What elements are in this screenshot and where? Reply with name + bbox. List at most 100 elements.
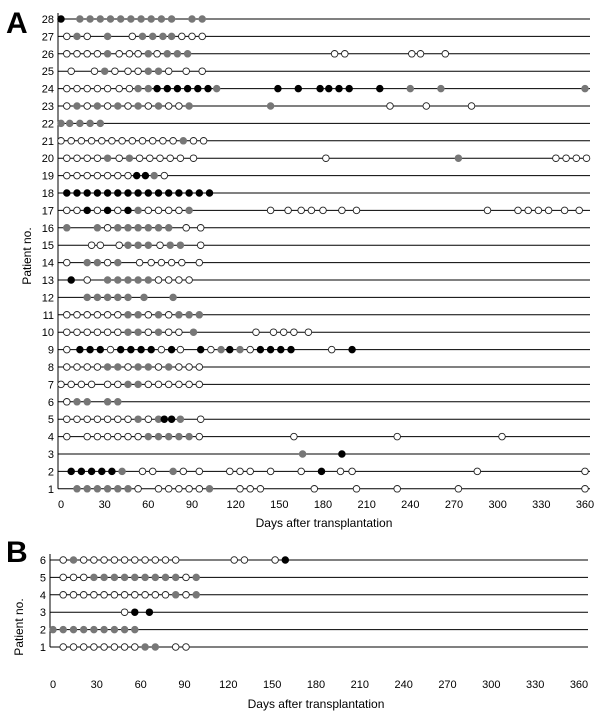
sample-point-black — [163, 84, 172, 93]
sample-point-open — [195, 485, 204, 493]
x-tick-label: 30 — [91, 679, 103, 691]
patient-row: 19 — [42, 171, 590, 183]
sample-point-gray — [114, 398, 122, 406]
sample-point-gray — [124, 311, 132, 319]
sample-point-open — [134, 485, 142, 493]
sample-point-black — [175, 189, 183, 197]
sample-point-open — [266, 206, 275, 215]
sample-point-black — [338, 450, 346, 458]
sample-point-gray — [103, 485, 112, 493]
sample-point-black — [134, 189, 142, 197]
sample-point-open — [59, 573, 67, 582]
sample-point-gray — [169, 467, 177, 476]
sample-point-open — [256, 485, 265, 493]
sample-point-gray — [124, 241, 132, 249]
sample-point-open — [103, 258, 112, 267]
sample-point-open — [90, 556, 98, 564]
patient-label: 5 — [40, 572, 46, 584]
sample-point-open — [307, 206, 316, 215]
sample-point-open — [120, 608, 129, 616]
sample-point-open — [154, 363, 163, 371]
sample-point-open — [189, 137, 198, 145]
sample-point-black — [348, 345, 356, 354]
sample-point-open — [115, 50, 123, 58]
sample-point-gray — [134, 380, 142, 389]
panel-a-rows: 2827262524232221201918171615141312111098… — [42, 13, 591, 496]
sample-point-black — [167, 345, 176, 354]
x-tick-label: 150 — [263, 679, 281, 691]
patient-row: 21 — [42, 136, 590, 148]
sample-point-open — [151, 556, 160, 564]
patient-row: 8 — [48, 362, 590, 374]
sample-point-open — [111, 67, 119, 75]
sample-point-open — [103, 380, 112, 389]
patient-row: 28 — [42, 14, 590, 26]
sample-point-open — [196, 241, 205, 249]
sample-point-gray — [188, 15, 196, 23]
sample-point-open — [195, 363, 204, 371]
sample-point-open — [441, 50, 450, 58]
sample-point-open — [63, 206, 71, 215]
sample-point-gray — [185, 206, 193, 215]
sample-point-gray — [131, 625, 139, 634]
sample-point-black — [132, 171, 141, 180]
sample-point-black — [108, 467, 116, 476]
sample-point-open — [83, 50, 91, 58]
sample-point-open — [352, 206, 361, 215]
sample-point-open — [246, 345, 254, 354]
patient-row: 26 — [42, 49, 590, 61]
sample-point-open — [175, 485, 183, 493]
x-tick-label: 60 — [142, 499, 154, 511]
sample-point-gray — [103, 276, 112, 284]
sample-point-open — [110, 643, 119, 651]
sample-point-gray — [90, 573, 98, 582]
sample-point-black — [173, 84, 182, 93]
sample-point-gray — [124, 293, 132, 302]
sample-point-open — [483, 206, 492, 215]
sample-point-gray — [103, 398, 112, 406]
sample-point-open — [330, 50, 339, 58]
sample-point-gray — [159, 32, 167, 41]
panel-b-rows: 6 5 4 3 2 1 — [40, 554, 588, 654]
sample-point-open — [524, 206, 532, 215]
sample-point-open — [144, 415, 153, 423]
sample-point-open — [327, 345, 336, 354]
sample-point-gray — [100, 67, 109, 75]
sample-point-open — [195, 467, 204, 476]
sample-point-open — [175, 276, 183, 284]
sample-point-open — [69, 591, 78, 599]
sample-point-open — [562, 154, 570, 162]
sample-point-gray — [437, 84, 445, 93]
sample-point-open — [185, 380, 193, 389]
sample-point-open — [581, 485, 589, 493]
sample-point-open — [90, 67, 99, 75]
sample-point-open — [135, 258, 144, 267]
patient-row: 5 — [40, 572, 588, 584]
sample-point-open — [103, 432, 112, 441]
sample-point-open — [582, 154, 591, 162]
sample-point-gray — [176, 241, 185, 249]
sample-point-black — [164, 189, 173, 197]
sample-point-open — [93, 363, 102, 371]
sample-point-open — [467, 102, 476, 110]
sample-point-open — [408, 50, 416, 58]
sample-point-open — [93, 84, 102, 93]
sample-point-black — [376, 84, 384, 93]
sample-point-black — [96, 345, 105, 354]
patient-row: 16 — [42, 223, 590, 235]
sample-point-open — [63, 415, 71, 423]
x-tick-label: 150 — [270, 499, 288, 511]
sample-point-open — [73, 328, 81, 336]
sample-point-open — [157, 345, 166, 354]
x-tick-label: 30 — [99, 499, 111, 511]
sample-point-gray — [154, 311, 163, 319]
sample-point-black — [345, 84, 353, 93]
sample-point-black — [204, 84, 212, 93]
sample-point-gray — [120, 573, 129, 582]
patient-row: 11 — [43, 310, 590, 322]
sample-point-black — [153, 84, 161, 93]
patient-label: 23 — [42, 101, 54, 113]
sample-point-gray — [96, 119, 105, 128]
patient-label: 20 — [42, 153, 54, 165]
